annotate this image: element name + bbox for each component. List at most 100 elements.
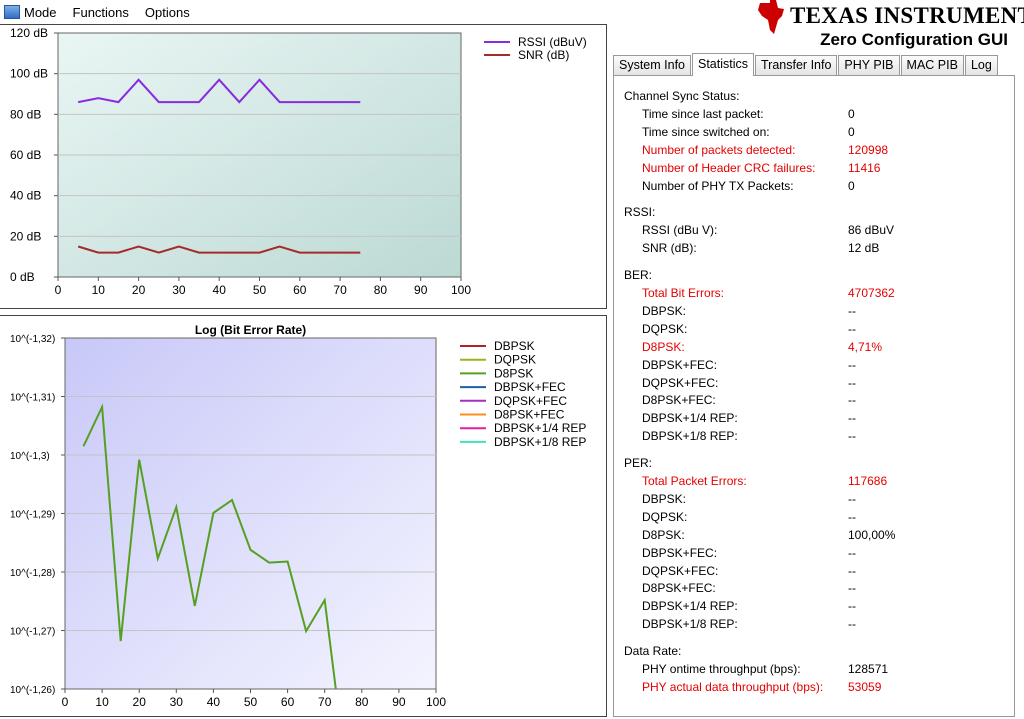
y-tick-label: 10^(-1,26): [10, 685, 55, 696]
stats-row: Number of PHY TX Packets: 0: [614, 177, 1014, 195]
x-tick-label: 30: [172, 283, 186, 297]
stats-label: D8PSK+FEC:: [642, 393, 716, 408]
tab-log[interactable]: Log: [964, 55, 998, 75]
y-tick-label: 10^(-1,29): [10, 510, 55, 521]
stats-label: Time since switched on:: [642, 124, 770, 139]
menu-bar: Mode Functions Options: [0, 0, 600, 24]
app-icon: [4, 5, 20, 19]
stats-label: DQPSK:: [642, 509, 688, 524]
x-tick-label: 40: [213, 283, 227, 297]
x-tick-label: 80: [374, 283, 388, 297]
stats-value: --: [848, 393, 856, 408]
x-tick-label: 60: [281, 695, 295, 709]
y-tick-label: 10^(-1,32): [10, 334, 55, 345]
y-tick-label: 10^(-1,3): [10, 451, 50, 462]
stats-row: RSSI (dBu V): 86 dBuV: [614, 221, 1014, 239]
stats-value: --: [848, 321, 856, 336]
x-tick-label: 50: [244, 695, 258, 709]
stats-row: D8PSK: 4,71%: [614, 338, 1014, 356]
ti-brand: Texas Instruments Zero Configuration GUI: [750, 0, 1024, 52]
legend-label: DBPSK+FEC: [494, 380, 566, 394]
stats-value: 120998: [848, 142, 889, 157]
stats-label: DQPSK+FEC:: [642, 375, 719, 390]
stats-label: Number of PHY TX Packets:: [642, 178, 794, 193]
stats-label: Channel Sync Status:: [624, 89, 740, 103]
stats-label: SNR (dB):: [642, 241, 697, 256]
tab-mac-pib[interactable]: MAC PIB: [900, 55, 964, 75]
stats-label: PER:: [624, 456, 653, 471]
tab-system-info[interactable]: System Info: [613, 55, 691, 75]
stats-row: DQPSK+FEC: --: [614, 374, 1014, 392]
stats-value: --: [848, 563, 856, 578]
stats-value: 0: [848, 178, 855, 193]
stats-value: --: [848, 617, 856, 632]
stats-row: DQPSK: --: [614, 320, 1014, 338]
stats-row: DBPSK+1/4 REP: --: [614, 409, 1014, 427]
legend-label: DBPSK: [494, 339, 535, 353]
stats-row: DBPSK+FEC: --: [614, 544, 1014, 562]
stats-label: DBPSK:: [642, 491, 687, 506]
stats-row: DBPSK+FEC: --: [614, 356, 1014, 374]
app-title: Zero Configuration GUI: [820, 30, 1008, 49]
rssi-chart: 0 dB 20 dB 40 dB 60 dB 80 dB 100 dB 120 dB 0 10 2…: [10, 26, 587, 297]
stats-row: Time since switched on: 0: [614, 123, 1014, 141]
stats-row: SNR (dB): 12 dB: [614, 239, 1014, 257]
stats-row: Number of Header CRC failures: 11416: [614, 159, 1014, 177]
stats-label: Time since last packet:: [642, 106, 764, 121]
tab-phy-pib[interactable]: PHY PIB: [838, 55, 900, 75]
x-tick-label: 90: [392, 695, 406, 709]
stats-label: D8PSK:: [642, 339, 685, 354]
stats-label: DBPSK+1/4 REP:: [642, 599, 738, 614]
menu-mode[interactable]: Mode: [0, 5, 65, 20]
legend-label: DBPSK+1/4 REP: [494, 421, 586, 435]
stats-row: Number of packets detected: 120998: [614, 141, 1014, 159]
ber-chart-panel: Log (Bit Error Rate) 10^(-1,26) 10^(-1,27)…: [0, 315, 607, 717]
x-tick-label: 20: [132, 283, 146, 297]
company-name: Texas Instruments: [790, 3, 1024, 28]
stats-label: DQPSK+FEC:: [642, 563, 719, 578]
stats-value: 4707362: [848, 286, 895, 300]
menu-options[interactable]: Options: [144, 4, 190, 20]
stats-section-header: RSSI:: [614, 203, 1014, 221]
stats-label: Total Bit Errors:: [642, 286, 725, 300]
statistics-panel: Channel Sync Status: Time since last pack…: [613, 75, 1015, 717]
stats-row: PHY ontime throughput (bps): 128571: [614, 660, 1014, 678]
y-tick-label: 100 dB: [10, 67, 48, 81]
y-tick-label: 10^(-1,31): [10, 393, 55, 404]
series-line: [82, 403, 337, 690]
x-tick-label: 30: [170, 695, 184, 709]
stats-label: BER:: [624, 268, 653, 283]
y-tick-label: 10^(-1,27): [10, 627, 55, 638]
y-tick-label: 20 dB: [10, 229, 41, 243]
x-tick-label: 100: [426, 695, 446, 709]
stats-label: DBPSK:: [642, 303, 687, 318]
ti-logo-icon: [758, 0, 784, 34]
y-tick-label: 80 dB: [10, 107, 41, 121]
menu-functions[interactable]: Functions: [72, 4, 129, 20]
legend-label: RSSI (dBuV): [518, 35, 587, 49]
stats-label: DBPSK+1/8 REP:: [642, 429, 738, 444]
stats-value: --: [848, 375, 856, 390]
stats-section-header: BER:: [614, 266, 1014, 284]
legend-label: DBPSK+1/8 REP: [494, 435, 586, 449]
rssi-chart-panel: 0 dB 20 dB 40 dB 60 dB 80 dB 100 dB 120 dB 0 10 2…: [0, 24, 607, 309]
tab-statistics[interactable]: Statistics: [692, 53, 755, 76]
stats-label: Number of packets detected:: [642, 142, 796, 157]
tab-transfer-info[interactable]: Transfer Info: [755, 55, 838, 75]
series-line: [78, 78, 361, 104]
stats-value: 12 dB: [848, 241, 880, 256]
stats-value: 86 dBuV: [848, 223, 895, 238]
stats-label: DBPSK+FEC:: [642, 357, 718, 372]
chart-title: Log (Bit Error Rate): [195, 323, 306, 337]
x-tick-label: 60: [293, 283, 307, 297]
stats-value: --: [848, 545, 856, 560]
stats-value: 0: [848, 124, 855, 139]
stats-value: 11416: [848, 160, 881, 175]
x-tick-label: 40: [207, 695, 221, 709]
stats-label: Total Packet Errors:: [642, 474, 747, 488]
stats-label: D8PSK+FEC:: [642, 581, 716, 596]
stats-value: --: [848, 411, 856, 426]
stats-label: Number of Header CRC failures:: [642, 160, 816, 175]
y-tick-label: 40 dB: [10, 189, 41, 203]
stats-row: D8PSK: 100,00%: [614, 526, 1014, 544]
